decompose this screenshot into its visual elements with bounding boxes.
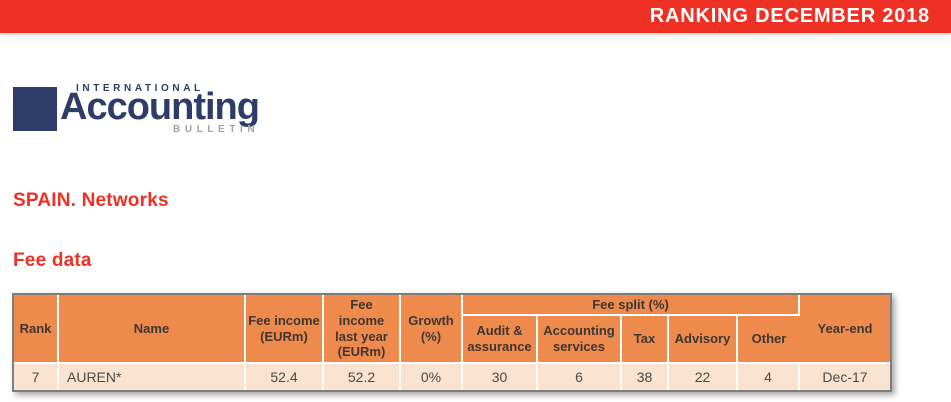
- col-header-accounting-services: Accounting services: [538, 316, 622, 364]
- table-title: Fee data: [13, 250, 92, 271]
- col-header-growth: Growth (%): [401, 295, 463, 364]
- col-header-tax: Tax: [622, 316, 669, 364]
- ranking-banner: RANKING DECEMBER 2018: [0, 0, 951, 33]
- ranking-banner-title: RANKING DECEMBER 2018: [649, 5, 930, 27]
- table-row: 7 AUREN* 52.4 52.2 0% 30 6 38 22 4 Dec-1…: [14, 364, 890, 390]
- cell-name: AUREN*: [59, 364, 246, 390]
- cell-audit-assurance: 30: [463, 364, 538, 390]
- cell-advisory: 22: [669, 364, 738, 390]
- cell-rank: 7: [14, 364, 59, 390]
- logo-word-bulletin: BULLETIN: [173, 124, 260, 135]
- col-header-fee-income: Fee income (EURm): [246, 295, 324, 364]
- cell-fee-income: 52.4: [246, 364, 324, 390]
- col-group-header-fee-split: Fee split (%): [463, 295, 800, 316]
- col-header-name: Name: [59, 295, 246, 364]
- col-header-audit-assurance: Audit & assurance: [463, 316, 538, 364]
- cell-other: 4: [738, 364, 800, 390]
- logo-square-icon: [13, 87, 57, 131]
- iab-logo: INTERNATIONAL Accounting BULLETIN: [13, 80, 283, 138]
- col-header-other: Other: [738, 316, 800, 364]
- col-header-fee-income-last-year: Fee income last year (EURm): [324, 295, 401, 364]
- cell-fee-income-last-year: 52.2: [324, 364, 401, 390]
- col-header-rank: Rank: [14, 295, 59, 364]
- fee-data-table-container: Rank Name Fee income (EURm) Fee income l…: [12, 293, 892, 392]
- logo-word-international: INTERNATIONAL: [76, 83, 204, 94]
- logo-word-accounting: Accounting: [60, 86, 260, 128]
- section-title: SPAIN. Networks: [13, 190, 169, 211]
- col-header-year-end: Year-end: [800, 295, 890, 364]
- cell-accounting-services: 6: [538, 364, 622, 390]
- cell-tax: 38: [622, 364, 669, 390]
- cell-growth: 0%: [401, 364, 463, 390]
- cell-year-end: Dec-17: [800, 364, 890, 390]
- fee-data-table: Rank Name Fee income (EURm) Fee income l…: [14, 295, 890, 390]
- col-header-advisory: Advisory: [669, 316, 738, 364]
